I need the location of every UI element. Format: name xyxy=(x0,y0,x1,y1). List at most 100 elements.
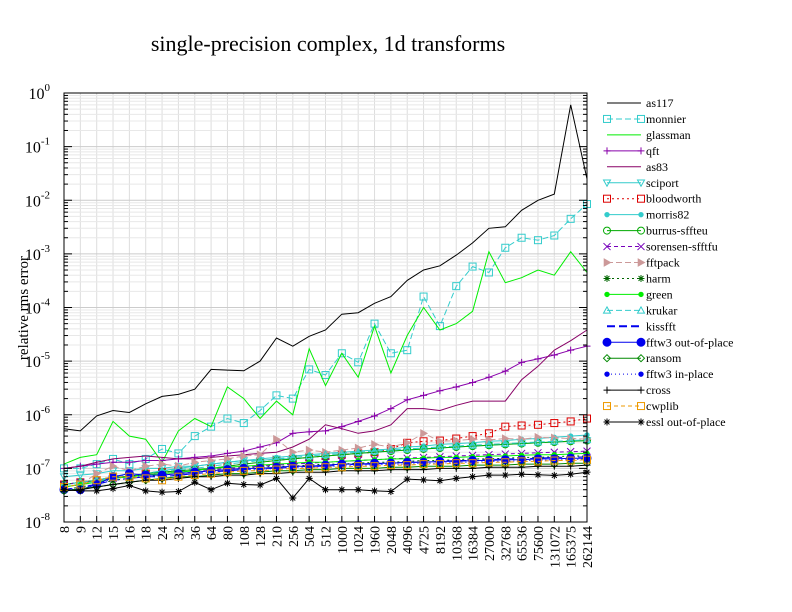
data-point xyxy=(549,436,559,445)
data-point xyxy=(636,353,646,363)
data-point xyxy=(603,274,611,282)
data-point xyxy=(239,419,248,428)
data-point xyxy=(337,349,346,358)
data-point xyxy=(371,487,379,495)
data-point xyxy=(484,429,493,438)
data-point xyxy=(637,274,645,282)
x-tick-label: 36 xyxy=(189,526,204,540)
data-point xyxy=(469,378,477,386)
data-point xyxy=(420,391,428,399)
legend-label: fftw3 out-of-place xyxy=(646,335,733,349)
data-point xyxy=(602,179,612,188)
series-kissfft xyxy=(63,456,588,491)
data-point xyxy=(190,432,199,441)
data-point xyxy=(603,226,611,235)
data-point xyxy=(403,446,412,455)
x-tick-label: 12 xyxy=(91,526,106,540)
data-point xyxy=(637,242,645,251)
legend-entry: krukar xyxy=(602,303,677,317)
data-point xyxy=(387,405,395,413)
data-point xyxy=(469,459,476,465)
data-point xyxy=(485,463,493,471)
data-point xyxy=(388,461,394,467)
x-tick-label: 64 xyxy=(205,526,220,540)
data-point xyxy=(141,474,150,483)
data-point xyxy=(484,268,493,277)
series-line xyxy=(63,456,588,491)
data-point xyxy=(638,211,644,218)
legend-entry: harm xyxy=(603,271,671,285)
data-point xyxy=(255,456,265,464)
data-point xyxy=(142,457,150,465)
data-point xyxy=(240,451,249,461)
legend-entry: fftpack xyxy=(603,256,680,270)
legend-label: as117 xyxy=(646,96,674,110)
data-point xyxy=(354,417,362,425)
data-point xyxy=(517,421,526,430)
data-point xyxy=(288,464,297,473)
x-tick-label: 8 xyxy=(58,526,73,533)
data-point xyxy=(566,417,575,426)
legend-label: sciport xyxy=(646,176,679,190)
data-point xyxy=(174,472,183,481)
x-tick-label: 256 xyxy=(287,526,302,547)
data-point xyxy=(403,461,412,470)
data-point xyxy=(420,428,429,438)
data-point xyxy=(223,468,232,477)
data-point xyxy=(638,371,644,377)
y-axis-ticks: 100 10-1 10-2 10-3 10-4 10-5 10-6 10-7 10-8 xyxy=(25,82,587,532)
data-point xyxy=(501,458,510,467)
legend-entry: fftw3 out-of-place xyxy=(602,335,733,349)
data-point xyxy=(637,386,645,394)
legend-label: fftpack xyxy=(646,256,680,270)
legend-entry: sorensen-sfftfu xyxy=(603,240,718,254)
data-point xyxy=(321,463,330,472)
data-point xyxy=(76,487,84,495)
data-point xyxy=(174,488,182,496)
data-point xyxy=(636,337,646,347)
data-point xyxy=(142,461,151,471)
data-point xyxy=(337,448,347,457)
data-point xyxy=(501,463,509,471)
data-point xyxy=(109,461,118,471)
data-point xyxy=(435,442,445,451)
data-point xyxy=(420,460,427,466)
data-point xyxy=(370,462,379,471)
data-point xyxy=(604,211,610,218)
x-tick-label: 10368 xyxy=(450,526,465,561)
data-point xyxy=(256,481,264,489)
data-point xyxy=(354,462,363,471)
legend-entry: burrus-sffteu xyxy=(603,224,708,238)
x-tick-label: 210 xyxy=(270,526,285,547)
x-tick-label: 32768 xyxy=(499,526,514,561)
data-point xyxy=(469,473,477,481)
data-point xyxy=(305,464,314,473)
data-point xyxy=(636,179,646,188)
x-tick-label: 18 xyxy=(140,526,155,540)
data-point xyxy=(386,349,395,358)
series-monnier xyxy=(60,200,591,473)
y-tick-label: 100 xyxy=(29,82,51,103)
legend-label: green xyxy=(646,287,673,301)
data-point xyxy=(142,487,150,495)
data-point xyxy=(517,233,526,242)
data-point xyxy=(75,471,85,480)
data-point xyxy=(272,474,280,482)
x-tick-label: 15 xyxy=(107,526,122,540)
data-point xyxy=(256,406,265,415)
legend-label: krukar xyxy=(646,303,677,317)
x-tick-label: 24 xyxy=(156,526,171,540)
x-tick-label: 1000 xyxy=(336,526,351,554)
series-as83 xyxy=(63,329,588,469)
legend-entry: as83 xyxy=(607,160,668,174)
y-tick-label: 10-3 xyxy=(25,243,51,264)
x-tick-label: 504 xyxy=(303,526,318,547)
legend-entry: kissfft xyxy=(607,319,676,333)
data-point xyxy=(550,351,558,359)
legend-entry: sciport xyxy=(602,176,679,190)
series-line xyxy=(63,104,588,432)
legend-label: monnier xyxy=(646,112,686,126)
data-point xyxy=(469,464,477,472)
data-point xyxy=(338,486,346,494)
